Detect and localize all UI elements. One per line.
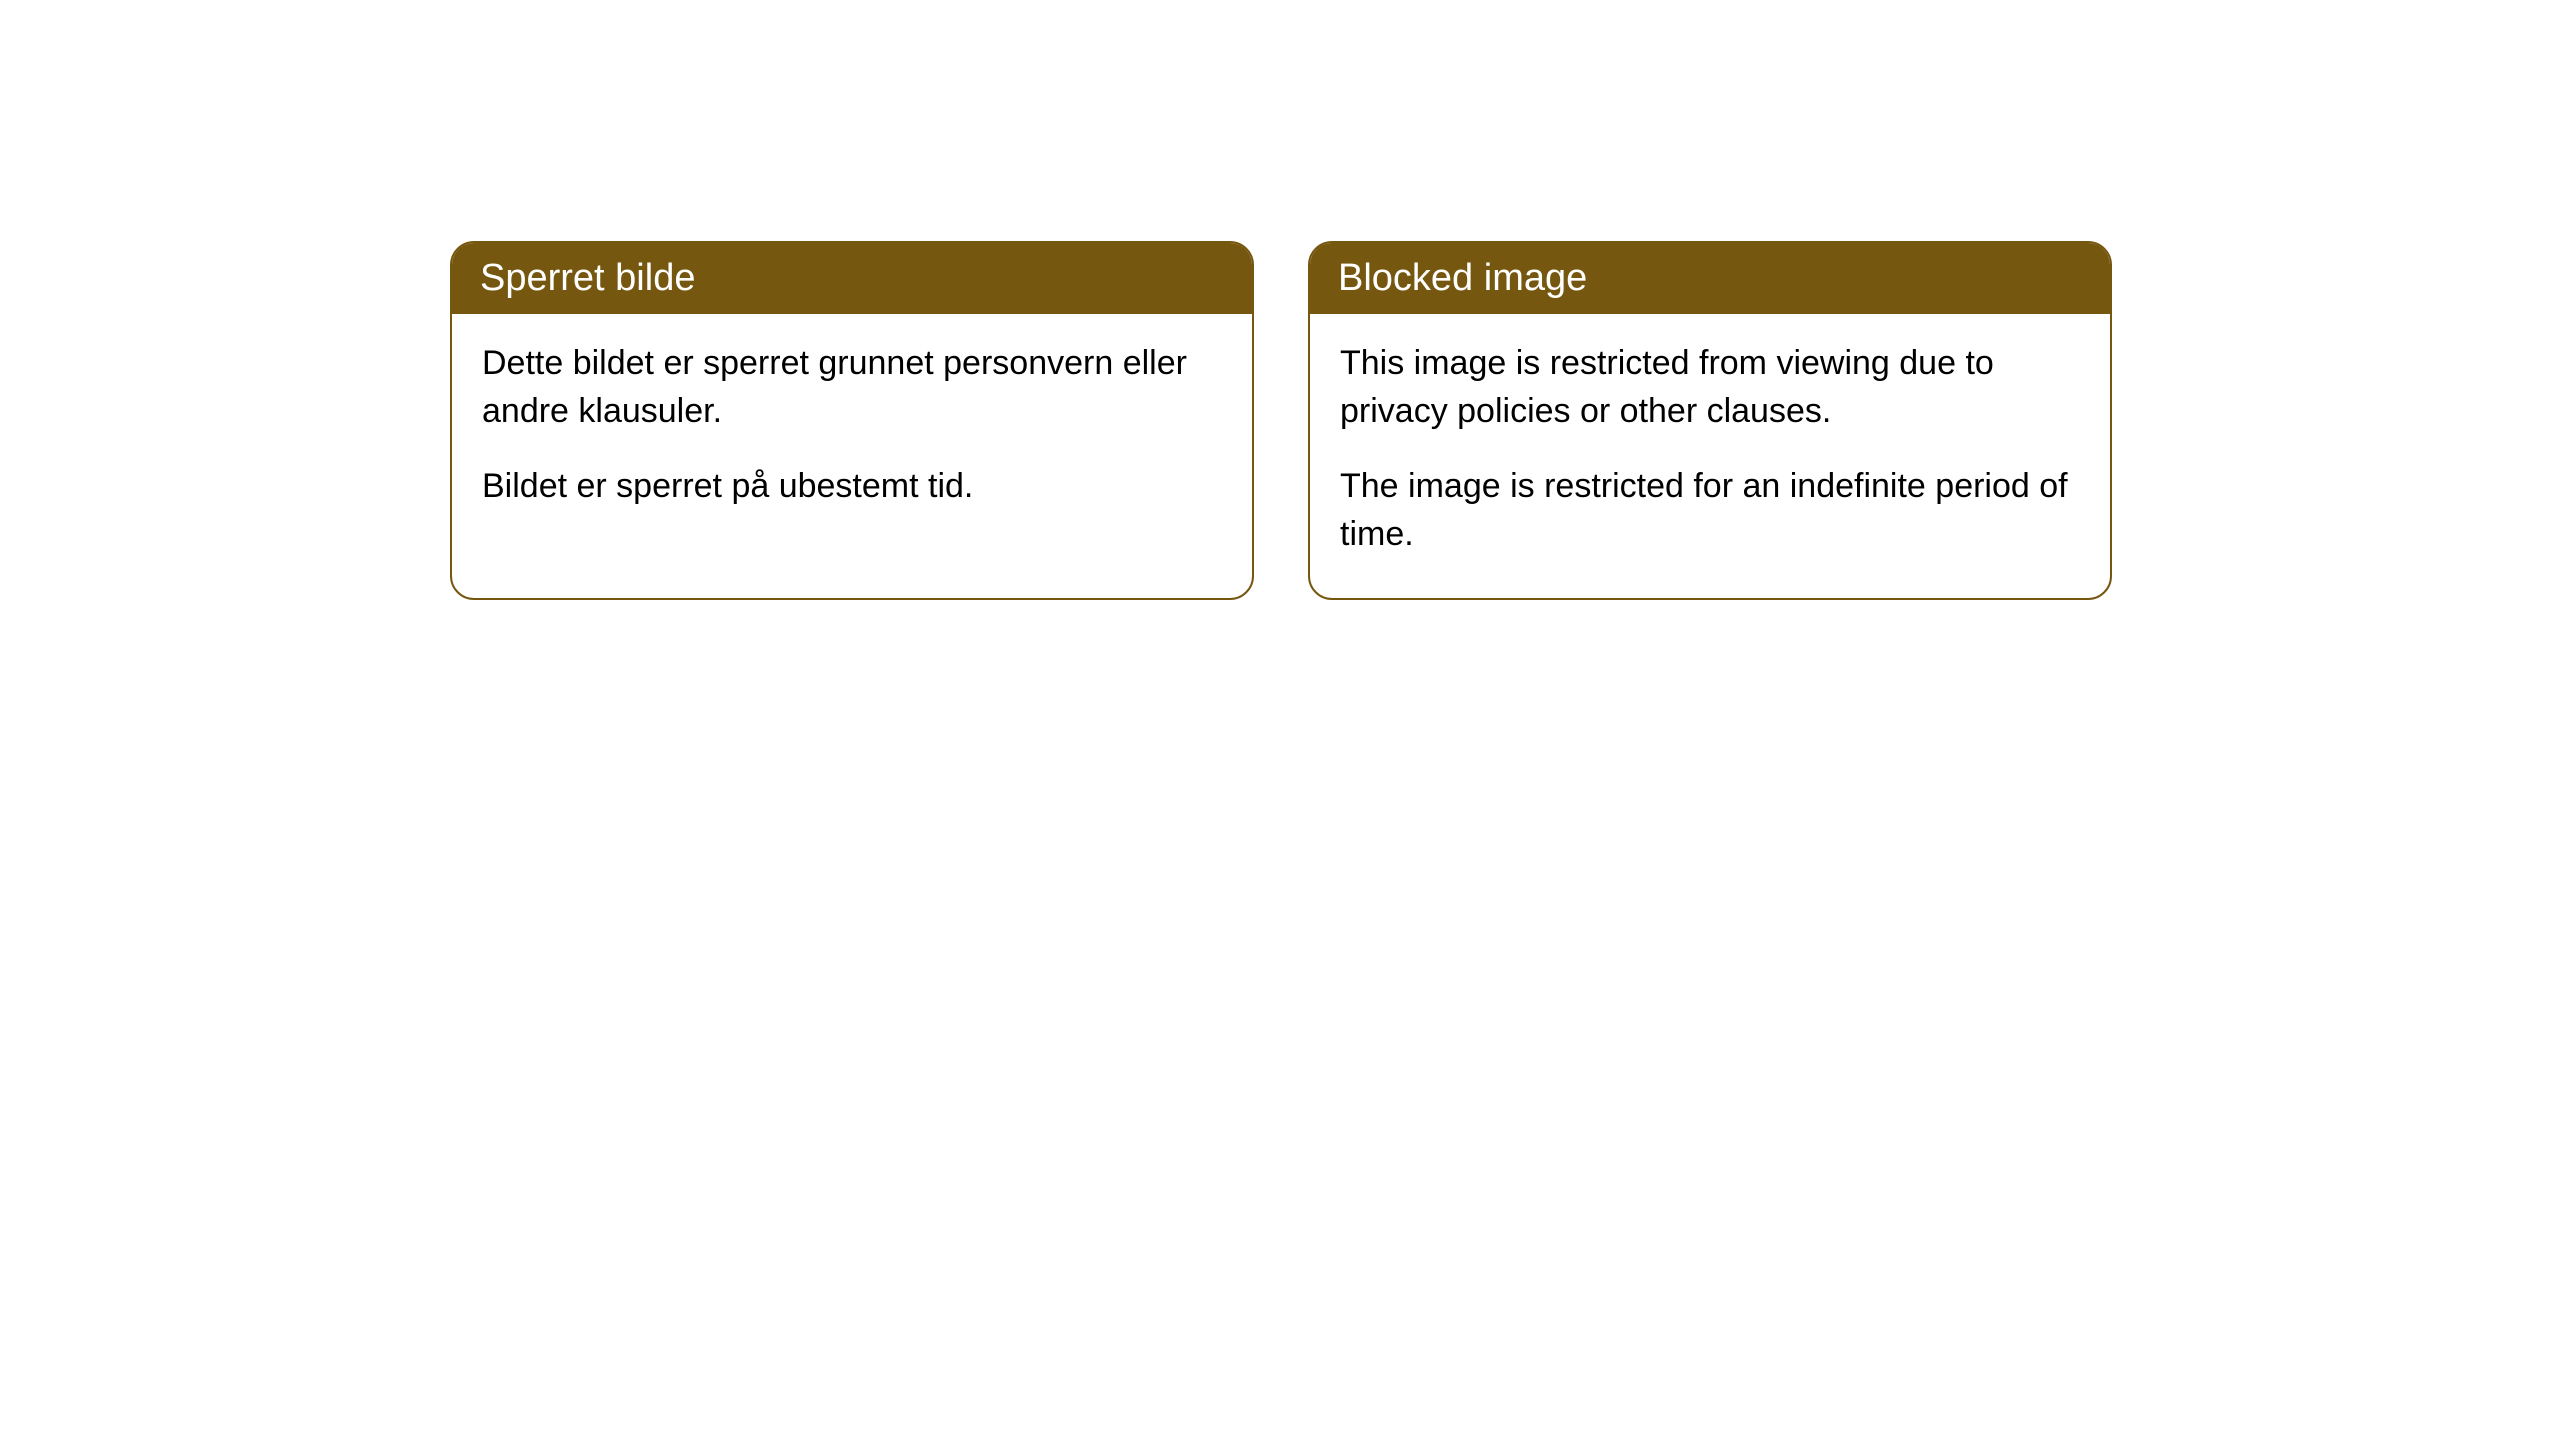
card-paragraph-1: This image is restricted from viewing du…	[1340, 340, 2080, 435]
card-paragraph-2: The image is restricted for an indefinit…	[1340, 463, 2080, 558]
card-paragraph-2: Bildet er sperret på ubestemt tid.	[482, 463, 1222, 511]
card-header: Sperret bilde	[452, 243, 1252, 314]
card-paragraph-1: Dette bildet er sperret grunnet personve…	[482, 340, 1222, 435]
card-title: Blocked image	[1338, 257, 1587, 299]
cards-container: Sperret bilde Dette bildet er sperret gr…	[0, 0, 2560, 600]
blocked-image-card-norwegian: Sperret bilde Dette bildet er sperret gr…	[450, 241, 1254, 600]
card-body: Dette bildet er sperret grunnet personve…	[452, 314, 1252, 551]
card-body: This image is restricted from viewing du…	[1310, 314, 2110, 598]
card-title: Sperret bilde	[480, 257, 695, 299]
blocked-image-card-english: Blocked image This image is restricted f…	[1308, 241, 2112, 600]
card-header: Blocked image	[1310, 243, 2110, 314]
